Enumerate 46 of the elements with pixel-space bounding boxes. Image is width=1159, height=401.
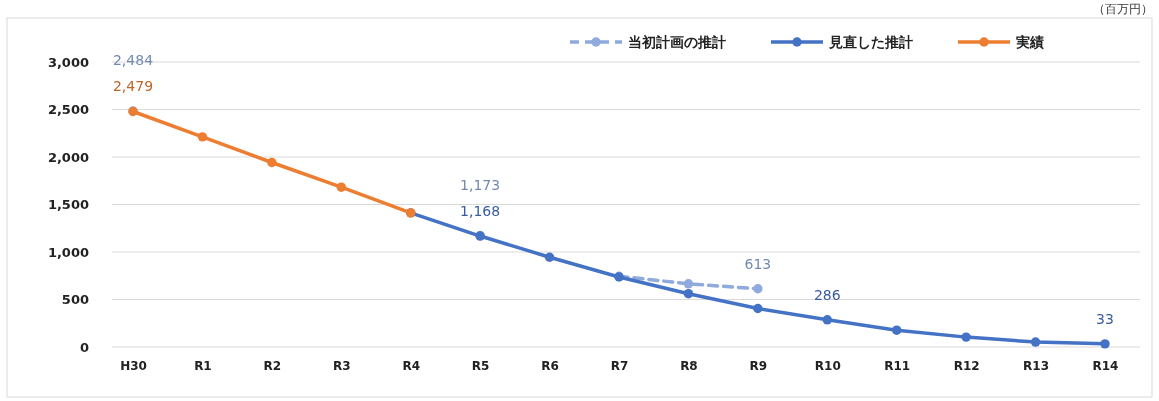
point [683,288,694,299]
point [1100,339,1110,349]
point [753,303,763,314]
x-tick-label: R4 [402,358,421,373]
point [683,279,694,289]
x-tick-label: R7 [610,358,629,373]
y-tick-label: 2,500 [47,102,89,118]
x-tick-label: R1 [194,358,212,373]
point [544,252,555,262]
x-tick-label: R14 [1092,358,1119,373]
x-tick-label: R9 [749,358,768,373]
y-tick-label: 3,000 [47,54,89,70]
x-tick-label: R6 [541,358,559,373]
y-tick-label: 0 [79,339,89,355]
x-tick-label: H30 [120,358,147,373]
text: （百万円） [1093,2,1153,16]
x-tick-label: R8 [680,358,698,373]
data-label: 2,484 [112,52,154,69]
point [891,325,902,335]
x-tick-label: R2 [263,358,282,373]
x-tick-label: R5 [471,358,490,373]
data-label: 2,479 [112,78,154,95]
x-tick-label: R3 [332,358,351,373]
point [1030,337,1041,347]
data-label: 33 [1096,310,1114,327]
y-tick-label: 1,500 [47,197,89,213]
y-tick-label: 1,000 [47,244,89,260]
x-tick-label: R13 [1023,358,1050,373]
y-tick-label: 500 [61,292,89,308]
data-label: 286 [813,286,841,303]
data-label: 1,173 [460,176,501,193]
point [197,132,208,142]
x-tick-label: R11 [884,358,911,373]
x-tick-label: R12 [953,358,980,373]
legend-label: 実績 [1016,34,1044,50]
data-label: 1,168 [460,203,501,220]
point [961,332,971,342]
point [753,284,763,294]
y-tick-label: 2,000 [47,149,89,165]
x-tick-label: R10 [814,358,841,373]
point [267,157,277,168]
point [336,182,347,192]
data-label: 613 [744,255,772,272]
point [822,315,833,325]
legend-label: 見直した推計 [828,34,913,50]
legend-label: 当初計画の推計 [628,34,726,50]
